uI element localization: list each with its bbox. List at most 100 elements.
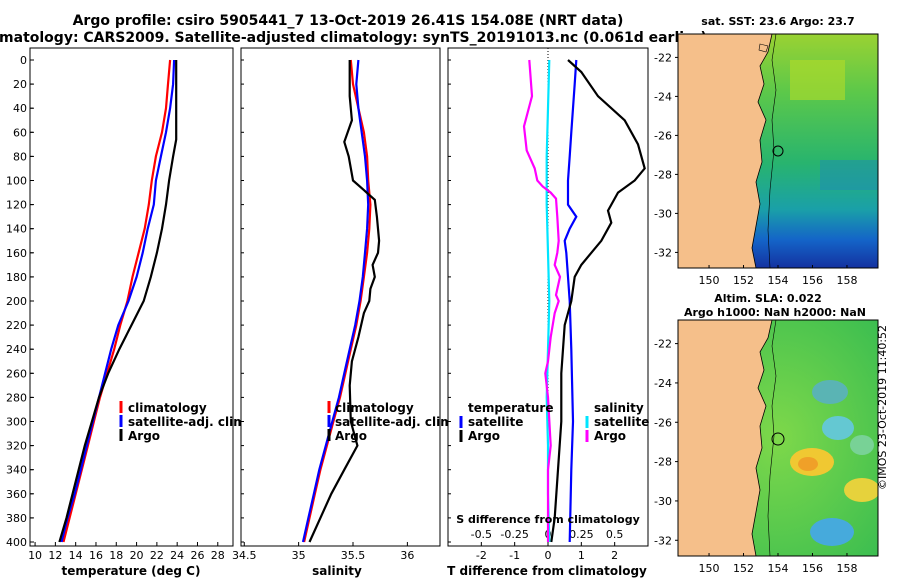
longitude-tick-label: 152	[733, 274, 754, 287]
depth-ticks: 0 20 40 60 80 100 120 140 160 180 200 220 240 260 280 3…	[6, 54, 34, 549]
s-difference-tick-label: 0.5	[606, 528, 624, 541]
salinity-panel: 34.5 35 35.5 36 salinity climatology satell…	[232, 47, 457, 578]
s-difference-tick-label: 0.25	[569, 528, 594, 541]
longitude-tick-label: 150	[699, 274, 720, 287]
legend-label-satellite-adj: satellite-adj. clim.	[128, 415, 250, 429]
latitude-tick-label: -28	[654, 456, 672, 469]
latitude-tick-label: -28	[654, 168, 672, 181]
longitude-tick-label: 150	[699, 562, 720, 575]
sla-low-3	[810, 518, 854, 546]
t-difference-tick-label: 2	[611, 549, 618, 562]
sst-argo-marker	[772, 145, 784, 157]
latitude-tick-label: -30	[654, 207, 672, 220]
salinity-tick-label: 34.5	[232, 549, 257, 562]
salinity-axis-label: salinity	[312, 564, 362, 578]
sla-high-2	[844, 478, 878, 502]
legend-label-s-argo: Argo	[594, 429, 626, 443]
sst-warm-patch	[790, 60, 845, 100]
sla-land	[678, 320, 773, 556]
sla-map-subtitle: Argo h1000: NaN h2000: NaN	[684, 306, 866, 319]
difference-legend-temperature: temperature satellite Argo	[459, 401, 553, 443]
t-difference-ticks: -2 -1 0 1 2	[448, 59, 618, 562]
depth-tick-label: 0	[20, 54, 27, 67]
longitude-tick-label: 158	[836, 562, 857, 575]
latitude-tick-label: -32	[654, 534, 672, 547]
t-difference-tick-label: 1	[578, 549, 585, 562]
sla-high-1-core	[798, 457, 818, 471]
sst-island	[758, 43, 769, 53]
latitude-tick-label: -26	[654, 129, 672, 142]
t-difference-axis-label: T difference from climatology	[447, 564, 647, 578]
temperature-tick-label: 28	[211, 549, 225, 562]
difference-legend-salinity: salinity satellite Argo	[585, 401, 649, 443]
depth-tick-label: 260	[6, 367, 27, 380]
latitude-tick-label: -24	[654, 377, 672, 390]
s-difference-tick-label: -0.5	[471, 528, 492, 541]
depth-tick-label: 220	[6, 319, 27, 332]
latitude-tick-label: -32	[654, 246, 672, 259]
depth-tick-label: 360	[6, 488, 27, 501]
temperature-axis-label: temperature (deg C)	[62, 564, 201, 578]
sst-latitude-ticks: -22 -24 -26 -28 -30 -32	[654, 51, 678, 259]
temperature-tick-label: 20	[130, 549, 144, 562]
latitude-tick-label: -30	[654, 495, 672, 508]
temperature-tick-label: 10	[28, 549, 42, 562]
longitude-tick-label: 152	[733, 562, 754, 575]
salinity-legend: climatology satellite-adj. clim. Argo	[327, 401, 457, 443]
legend-label-argo: Argo	[335, 429, 367, 443]
latitude-tick-label: -24	[654, 90, 672, 103]
salinity-series	[301, 59, 381, 543]
salinity-ticks: 34.5 35 35.5 36	[232, 59, 414, 562]
temperature-tick-label: 12	[48, 549, 62, 562]
sla-low-1	[812, 380, 848, 404]
temperature-frame	[29, 47, 234, 547]
depth-tick-label: 120	[6, 199, 27, 212]
legend-label-satellite-adj: satellite-adj. clim.	[335, 415, 457, 429]
sla-low-2	[822, 416, 854, 440]
temperature-tick-label: 16	[89, 549, 103, 562]
series-argo	[58, 60, 178, 543]
sst-longitude-ticks: 150 152 154 156 158	[699, 265, 857, 287]
temperature-tick-label: 24	[170, 549, 184, 562]
depth-tick-label: 100	[6, 175, 27, 188]
longitude-tick-label: 154	[768, 562, 789, 575]
difference-panel: -2 -1 0 1 2 -0.5 -0.25 0 0.25 0.5 S difference f…	[447, 47, 649, 578]
series-salinity-argo	[522, 59, 562, 542]
latitude-tick-label: -26	[654, 416, 672, 429]
longitude-tick-label: 156	[802, 274, 823, 287]
salinity-tick-label: 35	[292, 549, 306, 562]
legend-title-temperature: temperature	[468, 401, 553, 415]
legend-label-s-satellite: satellite	[594, 415, 649, 429]
sst-shelf-contour	[767, 34, 777, 268]
legend-label-climatology: climatology	[335, 401, 414, 415]
longitude-tick-label: 156	[802, 562, 823, 575]
series-satellite-adj-clim-	[60, 59, 176, 543]
difference-series	[522, 59, 646, 543]
depth-tick-label: 160	[6, 247, 27, 260]
depth-tick-label: 300	[6, 416, 27, 429]
depth-tick-label: 40	[13, 102, 27, 115]
temperature-tick-label: 14	[69, 549, 83, 562]
depth-tick-label: 180	[6, 271, 27, 284]
latitude-tick-label: -22	[654, 338, 672, 351]
title-line-2: Climatology: CARS2009. Satellite-adjuste…	[0, 30, 707, 46]
sst-map: sat. SST: 23.6 Argo: 23.7 150 152 154 156 15…	[654, 15, 879, 287]
temperature-ticks: 10 12 14 16 18 20 22 24 26 28	[28, 59, 225, 562]
salinity-tick-label: 36	[400, 549, 414, 562]
sst-map-title: sat. SST: 23.6 Argo: 23.7	[701, 15, 854, 28]
legend-label-t-satellite: satellite	[468, 415, 523, 429]
series-argo	[308, 60, 381, 543]
sla-argo-marker	[771, 432, 785, 446]
series-satellite-adj-clim-	[301, 59, 370, 543]
series-temperature-argo	[550, 59, 646, 543]
sla-map: Altim. SLA: 0.022 Argo h1000: NaN h2000:…	[654, 292, 879, 575]
sla-shelf-contour	[767, 320, 777, 556]
depth-tick-label: 240	[6, 343, 27, 356]
longitude-tick-label: 154	[768, 274, 789, 287]
salinity-tick-label: 35.5	[341, 549, 366, 562]
s-difference-axis-label: S difference from climatology	[456, 513, 640, 526]
depth-tick-label: 400	[6, 536, 27, 549]
temperature-panel: 0 20 40 60 80 100 120 140 160 180 200 220 240 260 280 3…	[6, 47, 250, 578]
t-difference-tick-label: -1	[509, 549, 520, 562]
